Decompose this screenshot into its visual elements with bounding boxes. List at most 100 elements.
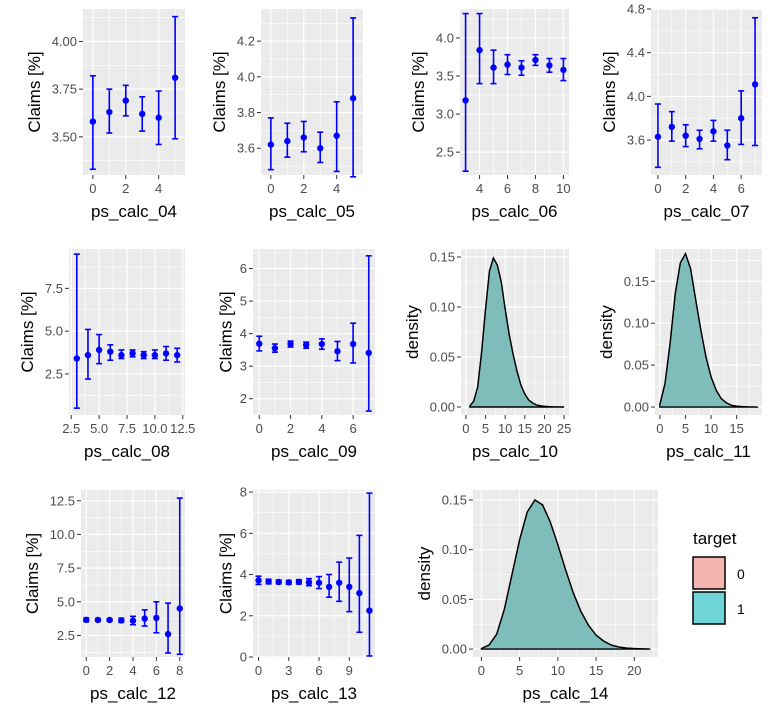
panel-background bbox=[651, 9, 762, 175]
y-tick-label: 4 bbox=[240, 567, 247, 582]
data-point bbox=[682, 132, 689, 139]
x-axis-title: ps_calc_13 bbox=[271, 684, 357, 703]
y-tick-label: 0.00 bbox=[430, 400, 455, 415]
data-point bbox=[271, 345, 279, 352]
data-point bbox=[336, 579, 343, 586]
data-point bbox=[106, 616, 113, 624]
data-point bbox=[751, 81, 759, 88]
data-point bbox=[302, 341, 310, 349]
data-point bbox=[95, 346, 103, 354]
data-point bbox=[139, 110, 146, 118]
y-tick-label: 0.00 bbox=[624, 400, 649, 415]
data-point bbox=[504, 61, 511, 68]
x-tick-label: 10 bbox=[498, 421, 512, 436]
density-line bbox=[659, 252, 758, 408]
data-point bbox=[118, 617, 125, 624]
y-tick-label: 2 bbox=[240, 391, 247, 406]
x-tick-label: 10 bbox=[704, 421, 718, 436]
y-axis-title: density bbox=[403, 305, 422, 359]
data-point bbox=[366, 607, 373, 614]
data-point bbox=[255, 577, 262, 584]
y-tick-label: 0 bbox=[240, 650, 247, 665]
y-tick-label: 4.0 bbox=[627, 89, 645, 104]
data-point bbox=[83, 616, 90, 624]
data-point bbox=[356, 589, 363, 597]
data-point bbox=[546, 62, 553, 69]
y-tick-label: 3.75 bbox=[52, 82, 77, 97]
y-tick-label: 3.0 bbox=[436, 107, 454, 122]
data-point bbox=[518, 64, 525, 71]
data-point bbox=[490, 64, 497, 71]
data-point bbox=[265, 578, 272, 585]
x-axis-title: ps_calc_10 bbox=[472, 442, 558, 461]
y-tick-label: 0.10 bbox=[430, 300, 455, 315]
x-tick-label: 2 bbox=[287, 421, 294, 436]
data-point bbox=[141, 615, 148, 622]
y-tick-label: 3.5 bbox=[436, 69, 454, 84]
y-tick-label: 8 bbox=[240, 485, 247, 500]
data-point bbox=[737, 115, 745, 122]
y-tick-label: 3 bbox=[240, 359, 247, 374]
data-point bbox=[287, 340, 294, 348]
y-tick-label: 3.6 bbox=[237, 141, 255, 156]
y-tick-label: 2.5 bbox=[436, 145, 454, 160]
data-point bbox=[654, 133, 662, 140]
y-tick-label: 2.5 bbox=[45, 366, 63, 381]
data-point bbox=[173, 351, 181, 359]
data-point bbox=[462, 97, 469, 104]
x-tick-label: 12.5 bbox=[170, 421, 195, 436]
x-tick-label: 4 bbox=[129, 663, 136, 678]
y-axis-title: Claims [%] bbox=[600, 51, 619, 132]
data-point bbox=[284, 137, 291, 145]
panel-ps_calc_13: 0 3 6 9 0 2 4 6 8 ps_calc_13 Claims [%] bbox=[217, 485, 375, 703]
y-tick-label: 0.05 bbox=[430, 350, 455, 365]
data-point bbox=[333, 132, 340, 139]
data-point bbox=[129, 350, 136, 357]
data-point bbox=[107, 348, 114, 355]
y-tick-label: 0.10 bbox=[442, 542, 467, 557]
y-tick-label: 6 bbox=[240, 261, 247, 276]
data-point bbox=[295, 578, 303, 586]
data-point bbox=[94, 616, 102, 624]
y-tick-label: 6 bbox=[240, 526, 247, 541]
data-point bbox=[724, 142, 731, 149]
panel-ps_calc_10: 0 5 10 15 20 25 0.00 0.05 0.10 0.15 ps_calc_10 dens… bbox=[403, 249, 571, 461]
y-axis-title: Claims [%] bbox=[210, 51, 229, 132]
x-axis-title: ps_calc_14 bbox=[522, 684, 608, 703]
y-axis-title: Claims [%] bbox=[18, 291, 37, 372]
data-point bbox=[106, 108, 113, 116]
x-tick-label: 0 bbox=[462, 421, 469, 436]
legend-key-0 bbox=[692, 556, 726, 590]
x-tick-label: 7.5 bbox=[118, 421, 136, 436]
y-tick-label: 4.0 bbox=[436, 30, 454, 45]
legend-title: target bbox=[693, 529, 737, 548]
data-point bbox=[315, 579, 323, 586]
panel-background bbox=[83, 9, 185, 175]
data-point bbox=[710, 128, 717, 135]
y-tick-label: 4.0 bbox=[237, 69, 255, 84]
y-tick-label: 3.6 bbox=[627, 133, 645, 148]
y-tick-label: 5.0 bbox=[45, 324, 63, 339]
x-tick-label: 6 bbox=[504, 181, 511, 196]
panel-background bbox=[253, 490, 375, 657]
x-tick-label: 10 bbox=[551, 663, 565, 678]
x-axis-title: ps_calc_09 bbox=[271, 442, 357, 461]
x-tick-label: 5.0 bbox=[90, 421, 108, 436]
x-tick-label: 9 bbox=[346, 663, 353, 678]
y-tick-label: 0.00 bbox=[442, 642, 467, 657]
panel-ps_calc_08: 2.5 5.0 7.5 10.0 12.5 2.5 5.0 7.5 ps_calc_08 Clai… bbox=[18, 249, 195, 461]
y-axis-title: density bbox=[597, 305, 616, 359]
x-tick-label: 2 bbox=[106, 663, 113, 678]
x-tick-label: 0 bbox=[654, 181, 661, 196]
x-tick-label: 25 bbox=[557, 421, 571, 436]
data-point bbox=[118, 351, 125, 359]
x-tick-label: 0 bbox=[256, 421, 263, 436]
y-axis-title: Claims [%] bbox=[217, 291, 236, 372]
data-point bbox=[176, 605, 183, 612]
y-tick-label: 12.5 bbox=[50, 493, 75, 508]
panel-ps_calc_05: 0 2 4 3.6 3.8 4.0 4.2 ps_calc_05 Claims [%] bbox=[210, 9, 363, 221]
y-axis-title: density bbox=[415, 546, 434, 600]
x-tick-label: 6 bbox=[315, 663, 322, 678]
